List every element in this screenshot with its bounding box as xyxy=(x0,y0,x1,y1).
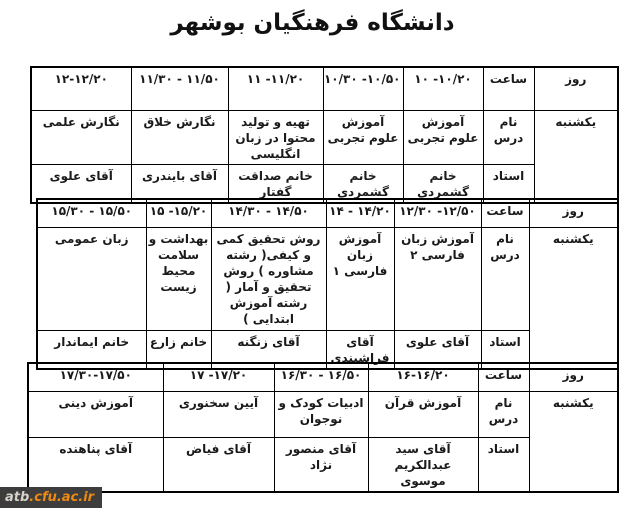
time-range: ۱۲/۳۰ -۱۲/۵۰ xyxy=(399,204,476,218)
course-cell: آموزش قرآن xyxy=(367,390,479,438)
instructor-row: استاد خانم گشمردی خانم گشمردی خانم صداقت… xyxy=(30,164,618,204)
course-cell: زبان عمومی xyxy=(36,226,147,331)
course-label-cell: نام درس xyxy=(480,226,530,331)
course-cell: آموزش زبان فارسی ۱ xyxy=(325,226,395,331)
time-range: ۱۲-۱۲/۲۰ xyxy=(54,72,108,86)
time-range: ۱۵ -۱۵/۲۰ xyxy=(149,204,208,218)
instructor-label-cell: استاد xyxy=(482,164,535,204)
day-label-cell: روز xyxy=(533,66,619,111)
instructor-cell: خانم صداقت گفتار xyxy=(227,164,324,204)
schedule-table-midday: روز ساعت ۱۲/۳۰ -۱۲/۵۰ ۱۴ - ۱۴/۲۰ ۱۴/۳۰ -… xyxy=(36,198,619,370)
course-cell: نگارش خلاق xyxy=(130,109,229,166)
day-label-cell: روز xyxy=(528,362,619,392)
instructor-label-cell: استاد xyxy=(477,436,530,493)
instructor-cell: آقای بایندری xyxy=(130,164,229,204)
time-slot-cell: ۱۱ -۱۱/۲۰ xyxy=(227,66,324,111)
time-slot-cell: ۱۶/۳۰ - ۱۶/۵۰ xyxy=(273,362,369,392)
course-cell: آموزش دینی xyxy=(27,390,164,438)
course-cell: تهیه و تولید محتوا در زبان انگلیسی xyxy=(227,109,324,166)
time-row: روز ساعت ۱۰ -۱۰/۲۰ ۱۰/۳۰ -۱۰/۵۰ ۱۱ -۱۱/۲… xyxy=(30,66,619,111)
instructor-cell: خانم گشمردی xyxy=(322,164,404,204)
course-row: یکشنبه نام درس آموزش زبان فارسی ۲ آموزش … xyxy=(36,226,619,370)
time-slot-cell: ۱۶-۱۶/۲۰ xyxy=(367,362,479,392)
instructor-cell: خانم گشمردی xyxy=(402,164,484,204)
instructor-cell: آقای سید عبدالکریم موسوی xyxy=(367,436,479,493)
day-value-cell: یکشنبه xyxy=(528,390,619,493)
instructor-cell: آقای منصور نژاد xyxy=(273,436,369,493)
time-range: ۱۷/۳۰-۱۷/۵۰ xyxy=(59,368,132,382)
time-slot-cell: ۱۵/۳۰ - ۱۵/۵۰ xyxy=(36,198,147,228)
day-label-cell: روز xyxy=(528,198,619,228)
time-label-cell: ساعت xyxy=(480,198,530,228)
time-slot-cell: ۱۰/۳۰ -۱۰/۵۰ xyxy=(322,66,404,111)
site-watermark: atb .cfu.ac.ir xyxy=(0,487,103,508)
time-slot-cell: ۱۷/۳۰-۱۷/۵۰ xyxy=(27,362,164,392)
time-slot-cell: ۱۴ - ۱۴/۲۰ xyxy=(325,198,395,228)
course-cell: روش تحقیق کمی و کیفی( رشته مشاوره ) روش … xyxy=(210,226,327,331)
time-slot-cell: ۱۵ -۱۵/۲۰ xyxy=(145,198,212,228)
time-range: ۱۱/۳۰ - ۱۱/۵۰ xyxy=(139,72,220,86)
time-label-cell: ساعت xyxy=(482,66,535,111)
course-cell: ادبیات کودک و نوجوان xyxy=(273,390,369,438)
instructor-cell: آقای پناهنده xyxy=(27,436,164,493)
instructor-row: استاد آقای سید عبدالکریم موسوی آقای منصو… xyxy=(27,436,618,493)
time-range: ۱۵/۳۰ - ۱۵/۵۰ xyxy=(51,204,133,218)
course-cell: آیین سخنوری xyxy=(162,390,275,438)
time-slot-cell: ۱۷ -۱۷/۲۰ xyxy=(162,362,275,392)
course-cell: نگارش علمی xyxy=(30,109,132,166)
time-range: ۱۶-۱۶/۲۰ xyxy=(396,368,450,382)
course-label-cell: نام درس xyxy=(477,390,530,438)
time-range: ۱۰/۳۰ -۱۰/۵۰ xyxy=(323,72,401,86)
time-range: ۱۰ -۱۰/۲۰ xyxy=(414,72,472,86)
time-range: ۱۱ -۱۱/۲۰ xyxy=(246,72,305,86)
course-cell: بهداشت و سلامت محیط زیست xyxy=(145,226,212,331)
time-row: روز ساعت ۱۲/۳۰ -۱۲/۵۰ ۱۴ - ۱۴/۲۰ ۱۴/۳۰ -… xyxy=(36,198,619,228)
time-slot-cell: ۱۰ -۱۰/۲۰ xyxy=(402,66,484,111)
course-row: یکشنبه نام درس آموزش علوم تجربی آموزش عل… xyxy=(30,109,619,204)
course-cell: آموزش زبان فارسی ۲ xyxy=(393,226,482,331)
time-slot-cell: ۱۲/۳۰ -۱۲/۵۰ xyxy=(393,198,482,228)
time-range: ۱۶/۳۰ - ۱۶/۵۰ xyxy=(280,368,362,382)
time-range: ۱۴/۳۰ - ۱۴/۵۰ xyxy=(228,204,309,218)
watermark-prefix: atb xyxy=(5,489,30,505)
day-value-cell: یکشنبه xyxy=(533,109,619,204)
time-range: ۱۴ - ۱۴/۲۰ xyxy=(329,204,391,218)
course-cell: آموزش علوم تجربی xyxy=(402,109,484,166)
time-slot-cell: ۱۴/۳۰ - ۱۴/۵۰ xyxy=(210,198,327,228)
schedule-table-evening: روز ساعت ۱۶-۱۶/۲۰ ۱۶/۳۰ - ۱۶/۵۰ ۱۷ -۱۷/۲… xyxy=(27,362,619,494)
course-cell: آموزش علوم تجربی xyxy=(322,109,404,166)
time-row: روز ساعت ۱۶-۱۶/۲۰ ۱۶/۳۰ - ۱۶/۵۰ ۱۷ -۱۷/۲… xyxy=(27,362,619,392)
page-title: دانشگاه فرهنگیان بوشهر xyxy=(170,10,455,36)
course-label-cell: نام درس xyxy=(482,109,535,166)
time-label-cell: ساعت xyxy=(477,362,530,392)
time-range: ۱۷ -۱۷/۲۰ xyxy=(189,368,248,382)
course-row: یکشنبه نام درس آموزش قرآن ادبیات کودک و … xyxy=(27,390,619,493)
time-slot-cell: ۱۲-۱۲/۲۰ xyxy=(30,66,132,111)
day-value-cell: یکشنبه xyxy=(528,226,619,370)
time-slot-cell: ۱۱/۳۰ - ۱۱/۵۰ xyxy=(130,66,229,111)
watermark-suffix: .cfu.ac.ir xyxy=(29,489,95,505)
schedule-table-morning: روز ساعت ۱۰ -۱۰/۲۰ ۱۰/۳۰ -۱۰/۵۰ ۱۱ -۱۱/۲… xyxy=(30,66,619,205)
instructor-cell: آقای فیاض xyxy=(162,436,275,493)
instructor-cell: آقای علوی xyxy=(30,164,132,204)
